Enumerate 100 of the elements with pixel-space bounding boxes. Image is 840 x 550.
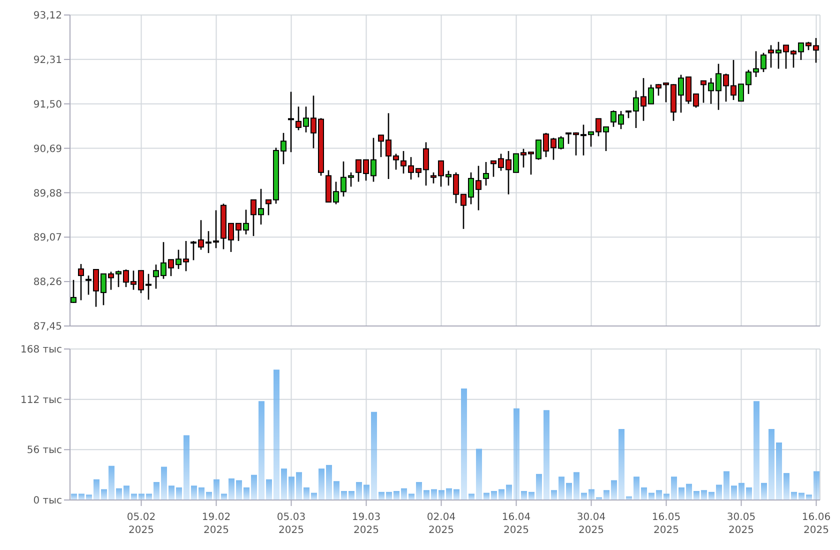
bar [716,484,722,500]
bar [288,476,294,500]
bar [378,492,384,500]
bar [71,494,77,500]
y-tick-label: 89,88 [33,188,62,200]
bar [544,410,550,500]
bar [236,480,242,500]
bar [731,486,737,500]
bar [558,476,564,500]
bar [724,471,730,500]
x-tick-label: 02.04 2025 [426,512,456,536]
bar [116,488,122,500]
bar [708,492,714,500]
bar [356,482,362,500]
bar [776,442,782,500]
bar [574,472,580,500]
bar [146,494,152,500]
bar [491,491,497,500]
x-tick-label: 16.05 2025 [652,512,681,536]
bar [334,481,340,500]
bar [618,428,624,500]
bar [401,488,407,500]
bar [656,490,662,500]
bar [641,487,647,500]
bar [416,482,422,500]
bar [78,494,84,500]
bar [311,492,317,500]
y-tick-label: 89,07 [33,232,62,244]
bar [274,370,280,500]
bar [394,491,400,500]
bar [446,488,452,500]
bar [528,492,534,500]
bar [244,487,250,500]
bar [108,466,114,500]
candlestick [78,263,84,301]
x-tick-label: 16.06 2025 [802,512,831,536]
bar [671,476,677,500]
y-tick-label: 0 тыс [33,496,62,507]
bar [296,472,302,500]
bar [431,489,437,500]
bar [86,494,92,500]
bar [791,492,797,500]
bar [551,490,557,500]
y-tick-label: 87,45 [33,322,62,333]
bar [581,492,587,500]
bar [191,486,197,500]
bar [326,464,332,500]
y-tick-label: 90,69 [33,144,62,155]
bar [454,489,460,500]
x-tick-label: 30.04 2025 [576,512,606,536]
y-tick-label: 168 тыс [20,344,62,356]
bar [101,489,107,500]
x-tick-label: 05.02 2025 [126,512,156,536]
y-tick-label: 92,31 [33,54,62,66]
bar [476,448,482,500]
y-tick-label: 88,26 [33,277,62,288]
x-tick-label: 16.04 2025 [502,512,531,536]
bar [506,484,512,500]
candlestick [288,91,294,153]
bar [784,473,790,500]
y-tick-label: 112 тыс [20,394,62,406]
bar [604,490,610,500]
bar [251,474,257,500]
bar [424,490,430,500]
candlestick [70,279,76,304]
bar [746,487,752,500]
bar [318,468,324,500]
bar [161,466,167,500]
x-tick-label: 19.03 2025 [352,512,381,536]
bar [304,487,310,500]
y-tick-label: 93,12 [33,10,62,22]
bar [686,484,692,500]
bar [701,490,707,500]
bar [281,468,287,500]
x-tick-label: 05.03 2025 [276,512,306,536]
bar [521,491,527,500]
bar [131,494,137,500]
bar [94,479,100,500]
bar [198,487,204,500]
y-tick-label: 56 тыс [26,445,62,456]
bar [484,492,490,500]
bar [611,480,617,500]
bar [468,494,474,500]
bar [498,489,504,500]
bar [214,479,220,500]
bar [588,489,594,500]
bar [258,401,264,500]
bar [371,412,377,500]
bar [176,487,182,500]
bar [768,428,774,500]
x-tick-label: 19.02 2025 [202,512,231,536]
y-tick-label: 91,50 [33,99,62,110]
bar [806,494,812,500]
bar [154,482,160,500]
bar [664,494,670,500]
bar [341,491,347,500]
bar [228,478,234,500]
bar [566,482,572,500]
bar [798,492,804,500]
bar [206,492,212,500]
